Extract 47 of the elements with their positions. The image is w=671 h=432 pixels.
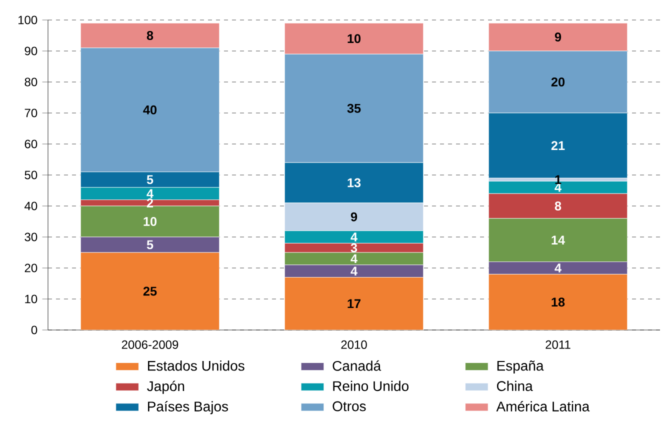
data-label: 13 bbox=[348, 178, 361, 188]
legend-label: China bbox=[496, 380, 533, 392]
data-label: 10 bbox=[348, 34, 361, 44]
data-label: 5 bbox=[146, 240, 154, 250]
y-tick-label: 10 bbox=[25, 294, 38, 304]
y-tick-label: 50 bbox=[24, 170, 38, 180]
data-label: 9 bbox=[554, 32, 562, 42]
data-label: 5 bbox=[146, 175, 154, 184]
data-label: 17 bbox=[348, 299, 360, 308]
y-tick-label: 60 bbox=[24, 140, 38, 148]
y-tick-label: 30 bbox=[24, 232, 38, 242]
y-tick-label: 90 bbox=[24, 46, 38, 56]
data-label: 21 bbox=[551, 141, 565, 150]
data-label: 35 bbox=[347, 104, 361, 113]
data-label: 4 bbox=[146, 189, 154, 198]
data-label: 4 bbox=[350, 266, 358, 276]
data-label: 4 bbox=[350, 232, 358, 242]
legend-label: Países Bajos bbox=[148, 401, 228, 414]
legend-label: Japón bbox=[147, 380, 184, 394]
data-label: 18 bbox=[552, 298, 565, 307]
data-label: 2 bbox=[146, 198, 154, 208]
y-tick-label: 0 bbox=[31, 326, 38, 334]
data-label: 20 bbox=[551, 78, 565, 86]
x-tick-label: 2006-2009 bbox=[122, 340, 178, 349]
data-label: 3 bbox=[350, 243, 358, 252]
y-tick-label: 80 bbox=[24, 78, 38, 86]
legend-label: Otros bbox=[332, 401, 366, 412]
data-label: 14 bbox=[552, 236, 565, 244]
y-tick-label: 20 bbox=[24, 264, 38, 272]
legend-label: Canadá bbox=[332, 360, 382, 371]
legend-label: España bbox=[497, 360, 544, 374]
legend-label: Estados Unidos bbox=[148, 360, 244, 371]
data-label: 4 bbox=[350, 254, 358, 264]
legend-label: Reino Unido bbox=[333, 380, 408, 392]
data-label: 40 bbox=[143, 105, 157, 114]
data-label: 4 bbox=[554, 264, 562, 272]
data-label: 10 bbox=[144, 217, 157, 226]
y-tick-label: 40 bbox=[24, 202, 38, 210]
data-label: 8 bbox=[554, 202, 562, 210]
x-tick-label: 2011 bbox=[546, 340, 570, 349]
data-label: 25 bbox=[143, 286, 157, 296]
data-label: 8 bbox=[146, 31, 154, 40]
y-tick-label: 100 bbox=[18, 16, 38, 24]
legend-label: América Latina bbox=[496, 401, 590, 412]
data-label: 9 bbox=[350, 212, 358, 222]
y-tick-label: 70 bbox=[24, 108, 38, 118]
x-tick-label: 2010 bbox=[341, 340, 367, 349]
